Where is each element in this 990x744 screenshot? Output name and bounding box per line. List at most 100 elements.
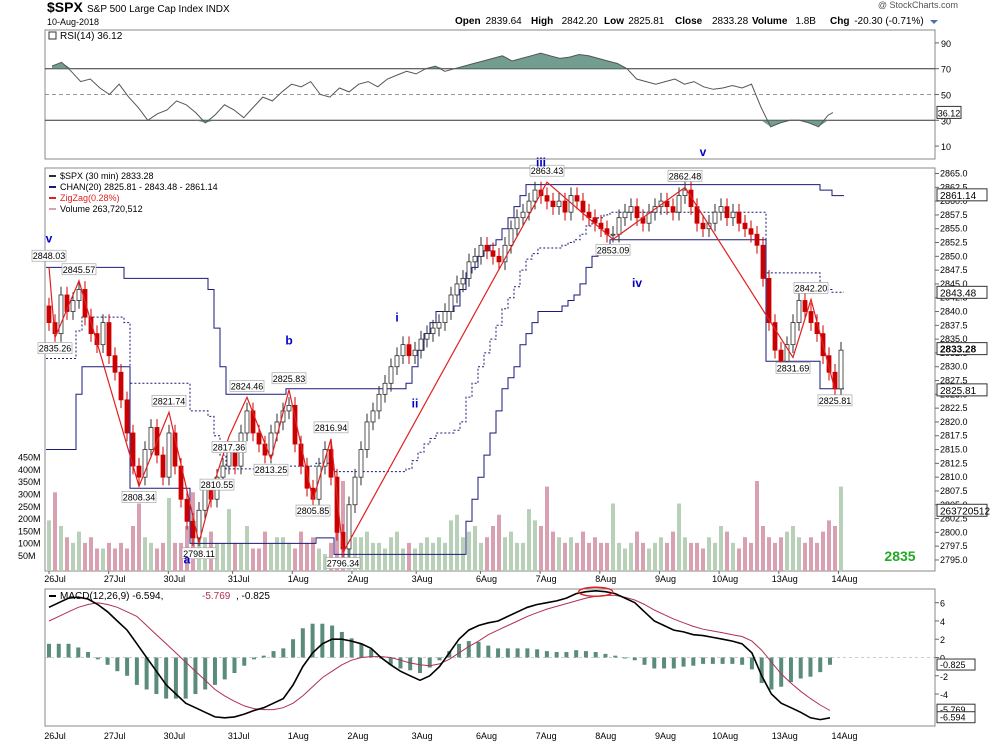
zigzag-label-box (199, 478, 235, 491)
price-badge-text: 2825.81 (940, 386, 977, 397)
volume-bar (689, 542, 693, 571)
price-tick-label: 2807.5 (940, 486, 968, 496)
volume-bar (533, 520, 537, 571)
macd-histogram-bar (115, 657, 120, 672)
macd-histogram-bar (437, 657, 442, 661)
volume-bar (563, 542, 567, 571)
candle-body (268, 432, 274, 456)
rsi-tick-label: 90 (941, 39, 951, 49)
volume-bar (755, 481, 759, 571)
macd-histogram-bar (261, 655, 266, 658)
price-tick-label: 2852.5 (940, 238, 968, 248)
zigzag-label-box (529, 164, 565, 177)
candle-body (712, 211, 718, 224)
macd-x-label: 10Aug (712, 731, 738, 741)
price-tick-label: 2837.5 (940, 320, 968, 330)
wave-label: v (46, 232, 53, 246)
candle-body (502, 244, 508, 263)
candle-body (124, 399, 130, 434)
volume-bar (821, 531, 825, 571)
volume-bar (581, 531, 585, 571)
candle-body (100, 322, 106, 346)
volume-bar (791, 526, 795, 571)
price-badge (936, 285, 988, 299)
zigzag-label: 2821.74 (153, 396, 186, 406)
volume-bar (275, 537, 279, 571)
volume-bar (545, 486, 549, 571)
volume-bar (671, 531, 675, 571)
macd-histogram-bar (574, 650, 579, 658)
volume-bar (251, 548, 255, 571)
volume-bar (569, 537, 573, 571)
candle-body (46, 305, 52, 323)
macd-tick-label: -4 (940, 690, 948, 700)
price-tick-label: 2820.0 (940, 417, 968, 427)
macd-histogram-bar (749, 657, 754, 670)
volume-bar (311, 537, 315, 571)
macd-histogram-bar (232, 657, 237, 674)
macd-x-label: 14Aug (831, 731, 857, 741)
macd-x-label: 2Aug (347, 731, 368, 741)
macd-x-label: 1Aug (288, 731, 309, 741)
volume-bar (665, 542, 669, 571)
candle-body (424, 333, 430, 340)
macd-histogram-bar (593, 652, 598, 658)
price-x-label: 2Aug (347, 574, 368, 584)
macd-histogram-bar (622, 657, 627, 659)
quote-chg-label: Chg (830, 16, 849, 27)
macd-histogram-bar (603, 653, 608, 658)
price-badge (936, 342, 988, 356)
price-x-label: 9Aug (655, 574, 676, 584)
macd-histogram-bar (271, 651, 276, 658)
volume-bar (239, 542, 243, 571)
candle-body (682, 189, 688, 197)
volume-bar (611, 503, 615, 571)
volume-bar (449, 520, 453, 571)
rsi-tick-label: 10 (941, 142, 951, 152)
volume-tick-label: 400M (18, 465, 41, 475)
candle-body (544, 195, 550, 202)
macd-histogram-bar (681, 657, 686, 667)
price-tick-label: 2845.0 (940, 279, 968, 289)
price-badge-text: 2861.14 (940, 191, 977, 202)
price-tick-label: 2830.0 (940, 362, 968, 372)
volume-bar (293, 548, 297, 571)
macd-histogram-bar (701, 657, 706, 664)
price-tick-label: 2847.5 (940, 265, 968, 275)
macd-histogram-bar (486, 645, 491, 658)
watermark: @ StockCharts.com (878, 0, 958, 10)
candle-body (484, 244, 490, 252)
macd-histogram-bar (359, 643, 364, 658)
volume-bar (143, 537, 147, 571)
volume-bar (431, 542, 435, 571)
macd-histogram-bar (730, 657, 735, 664)
macd-x-label: 13Aug (772, 731, 798, 741)
macd-legend-hist: , -0.825 (236, 591, 270, 602)
macd-x-label: 9Aug (655, 731, 676, 741)
volume-bar (785, 531, 789, 571)
macd-x-label: 27Jul (104, 731, 126, 741)
volume-bar (695, 542, 699, 571)
volume-bar (269, 542, 273, 571)
rsi-value-badge-text: 36.12 (938, 108, 961, 118)
volume-bar (281, 537, 285, 571)
candle-body (646, 211, 652, 224)
volume-bar (137, 503, 141, 571)
price-tick-label: 2812.5 (940, 458, 968, 468)
price-tick-label: 2827.5 (940, 376, 968, 386)
macd-histogram-bar (818, 657, 823, 673)
candle-body (394, 355, 400, 368)
volume-bar (149, 542, 153, 571)
candle-body (250, 410, 256, 434)
macd-histogram-bar (476, 641, 481, 658)
volume-tick-label: 100M (18, 539, 41, 549)
price-x-label: 3Aug (412, 574, 433, 584)
macd-histogram-bar (154, 657, 159, 695)
macd-histogram-bar (222, 657, 227, 680)
price-legend-entry: Volume 263,720,512 (60, 204, 143, 214)
candle-body (88, 316, 94, 335)
macd-histogram-bar (300, 628, 305, 658)
candle-body (160, 454, 166, 478)
volume-bar (731, 542, 735, 571)
macd-histogram-bar (339, 631, 344, 658)
